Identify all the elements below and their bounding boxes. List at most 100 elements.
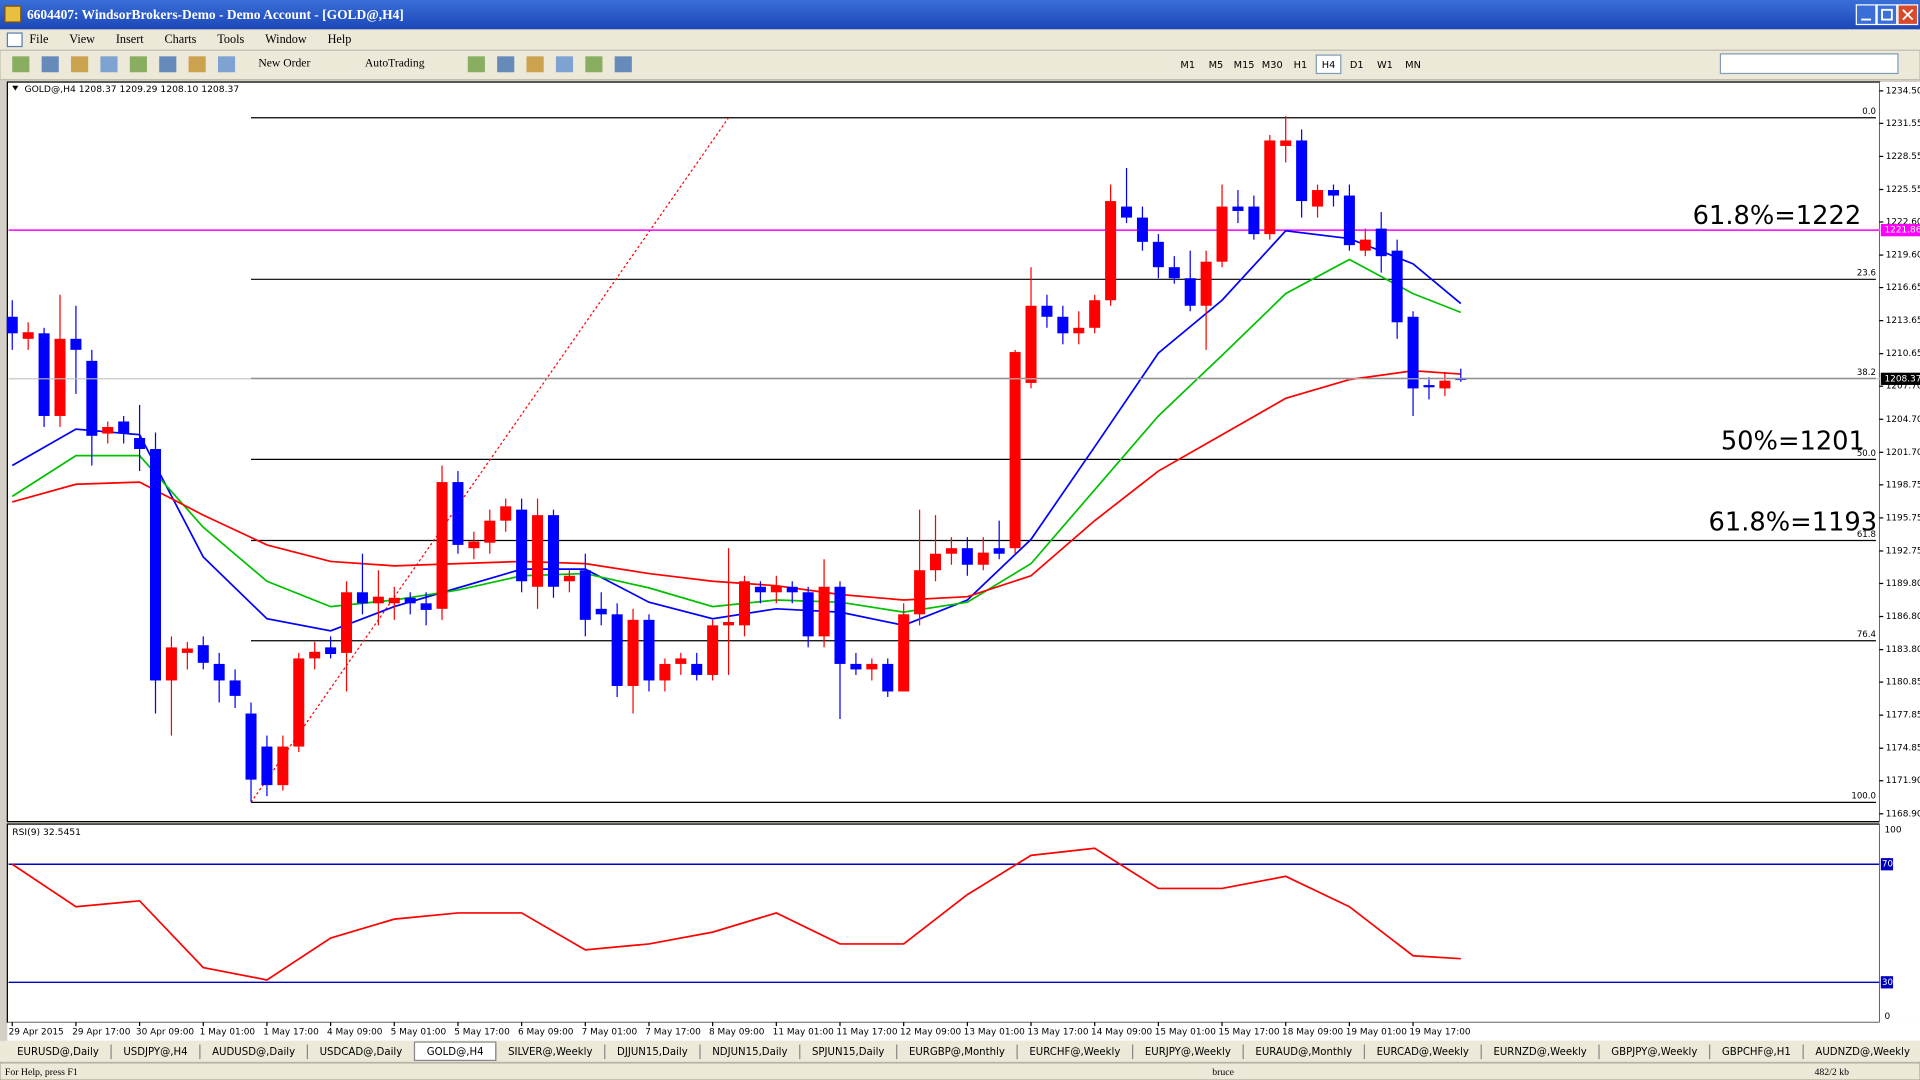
window-controls[interactable]	[1855, 4, 1919, 26]
candle-body	[500, 506, 512, 521]
toolbar-icon[interactable]	[217, 56, 236, 73]
candle-body	[1073, 327, 1085, 334]
chart-tab[interactable]: EURUSD@,Daily	[17, 1047, 99, 1058]
price-tick-label: 1225.55	[1886, 185, 1920, 195]
candle-body	[1439, 380, 1451, 389]
candle-body	[1216, 206, 1228, 262]
timeframe-button[interactable]: H1	[1294, 60, 1308, 71]
menu-item[interactable]: Tools	[217, 32, 244, 46]
chart-tab[interactable]: AUDNZD@,Weekly	[1815, 1047, 1910, 1058]
timeframe-button[interactable]: M5	[1209, 60, 1224, 71]
toolbar-icon[interactable]	[555, 56, 574, 73]
time-label: 1 May 17:00	[263, 1028, 319, 1038]
toolbar-icon[interactable]	[526, 56, 544, 73]
time-label: 11 May 01:00	[773, 1028, 835, 1038]
timeframe-button[interactable]: M30	[1262, 60, 1283, 71]
chart-tab[interactable]: USDJPY@,H4	[123, 1047, 187, 1058]
candle-body	[1025, 305, 1037, 383]
menu-item[interactable]: View	[69, 32, 95, 46]
status-fields: For Help, press F1 bruce 482/2 kb	[5, 1067, 1849, 1078]
autotrading-button[interactable]: AutoTrading	[365, 56, 425, 69]
price-tick-label: 1216.65	[1886, 283, 1920, 293]
toolbar-icon[interactable]	[100, 56, 118, 73]
timeframe-button[interactable]: MN	[1405, 60, 1421, 71]
time-label: 15 May 17:00	[1218, 1028, 1280, 1038]
price-tick-label: 1207.70	[1886, 382, 1920, 392]
candle-body	[930, 553, 942, 571]
chart-tab[interactable]: EURCAD@,Weekly	[1377, 1047, 1469, 1058]
toolbar-icon[interactable]	[467, 56, 485, 73]
candle-body	[134, 438, 146, 450]
new-order-button[interactable]: New Order	[258, 56, 310, 69]
candle-body	[484, 520, 496, 543]
maximize-button[interactable]	[1876, 4, 1898, 26]
candle-body	[850, 663, 862, 670]
candle-body	[1009, 352, 1021, 549]
price-tick-label: 1234.50	[1886, 86, 1920, 96]
candle-body	[1343, 195, 1355, 246]
status-field: For Help, press F1	[5, 1067, 78, 1078]
price-tick-label: 1183.80	[1886, 645, 1920, 655]
timeframe-button[interactable]: H4	[1322, 60, 1336, 71]
chart-tab[interactable]: GBPCHF@,H1	[1722, 1047, 1791, 1058]
timeframe-button[interactable]: M1	[1180, 60, 1195, 71]
toolbar-icon[interactable]	[41, 56, 59, 73]
time-label: 29 Apr 17:00	[72, 1028, 130, 1038]
chart-tab[interactable]: EURCHF@,Weekly	[1029, 1047, 1120, 1058]
time-label: 15 May 01:00	[1155, 1028, 1217, 1038]
chart-tab[interactable]: EURNZD@,Weekly	[1493, 1047, 1586, 1058]
menu-item[interactable]: Help	[328, 32, 352, 46]
chart-tab[interactable]: NDJUN15,Daily	[712, 1047, 787, 1058]
menu-bar	[0, 29, 1920, 51]
toolbar-icon[interactable]	[614, 56, 632, 73]
toolbar-icon[interactable]	[188, 56, 206, 73]
menu-icon	[6, 32, 23, 48]
candle-body	[1121, 206, 1133, 218]
toolbar-icon[interactable]	[497, 56, 515, 73]
candle-body	[150, 449, 162, 681]
candle-body	[611, 614, 623, 686]
chart-tab[interactable]: SPJUN15,Daily	[812, 1047, 884, 1058]
candle-body	[961, 548, 973, 565]
candle-body	[436, 482, 448, 609]
chart-tab[interactable]: SILVER@,Weekly	[508, 1047, 592, 1058]
menu-item[interactable]: File	[29, 32, 48, 46]
price-tick-label: 1174.85	[1886, 744, 1920, 754]
price-tick-label: 1168.90	[1886, 809, 1920, 819]
toolbar-icon[interactable]	[129, 56, 147, 73]
time-label: 30 Apr 09:00	[136, 1028, 194, 1038]
price-tick-label: 1213.65	[1886, 316, 1920, 326]
minimize-button[interactable]	[1855, 4, 1877, 26]
candle-body	[1057, 316, 1069, 334]
time-label: 5 May 01:00	[391, 1028, 447, 1038]
chart-tab[interactable]: AUDUSD@,Daily	[212, 1047, 295, 1058]
chart-tab[interactable]: EURJPY@,Weekly	[1145, 1047, 1231, 1058]
toolbar-icon[interactable]	[159, 56, 177, 73]
timeframe-button[interactable]: W1	[1377, 60, 1393, 71]
chart-tab[interactable]: EURAUD@,Monthly	[1255, 1047, 1352, 1058]
annotation: 50%=1201	[1721, 427, 1865, 457]
menu-item[interactable]: Charts	[165, 32, 197, 46]
timeframe-button[interactable]: D1	[1350, 60, 1364, 71]
menu-item[interactable]: Insert	[116, 32, 144, 46]
candle-body	[945, 548, 957, 554]
menu-item[interactable]: Window	[265, 32, 307, 46]
toolbar-icon[interactable]	[71, 56, 89, 73]
time-label: 11 May 17:00	[836, 1028, 898, 1038]
chart-tab[interactable]: USDCAD@,Daily	[320, 1047, 403, 1058]
price-chart-area	[6, 81, 1881, 823]
menu: File View Insert Charts Tools Window Help	[29, 32, 351, 46]
toolbar-icon[interactable]	[12, 56, 30, 73]
candle-body	[818, 586, 830, 637]
chart-tabs: EURUSD@,Daily USDJPY@,H4 AUDUSD@,Daily USDC…	[17, 1041, 1910, 1062]
search-box[interactable]	[1719, 53, 1899, 75]
candle-body	[770, 585, 782, 593]
chart-tab[interactable]: DJJUN15,Daily	[617, 1047, 688, 1058]
chart-tab[interactable]: GBPJPY@,Weekly	[1611, 1047, 1697, 1058]
candle-body	[802, 592, 814, 637]
timeframe-button[interactable]: M15	[1234, 60, 1255, 71]
time-label: 18 May 09:00	[1282, 1028, 1344, 1038]
toolbar-icon[interactable]	[585, 56, 603, 73]
chart-tab[interactable]: GOLD@,H4	[427, 1047, 484, 1058]
chart-tab[interactable]: EURGBP@,Monthly	[909, 1047, 1005, 1058]
